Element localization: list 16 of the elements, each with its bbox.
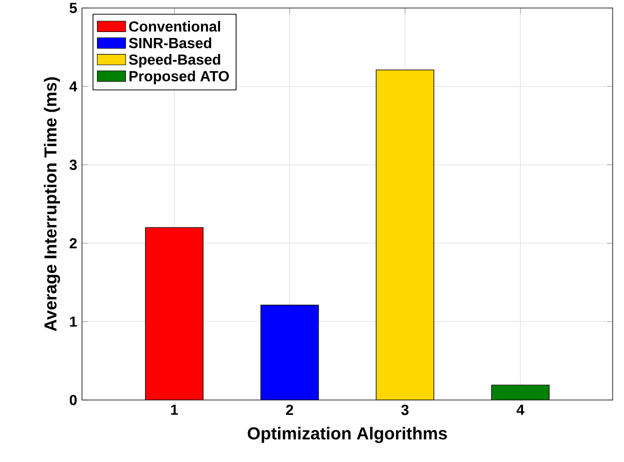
y-tick-label: 0 [70, 394, 77, 406]
legend-label: Proposed ATO [130, 70, 229, 84]
y-tick-label: 3 [70, 160, 77, 170]
y-axis-title: Average Interruption Time (ms) [44, 77, 60, 332]
legend-label: SINR-Based [128, 37, 212, 48]
y-tick-label: 5 [70, 2, 77, 14]
legend-label: Conventional [129, 20, 220, 32]
x-tick-label: 4 [516, 404, 524, 415]
y-tick-label: 4 [69, 81, 78, 92]
x-tick-label: 2 [286, 404, 294, 415]
x-axis-title: Optimization Algorithms [248, 426, 447, 444]
x-tick-label: 1 [171, 404, 178, 415]
x-tick-label: 3 [401, 404, 409, 416]
y-tick-label: 1 [70, 316, 77, 327]
legend-label: Speed-Based [128, 54, 220, 68]
y-tick-label: 2 [70, 238, 77, 248]
